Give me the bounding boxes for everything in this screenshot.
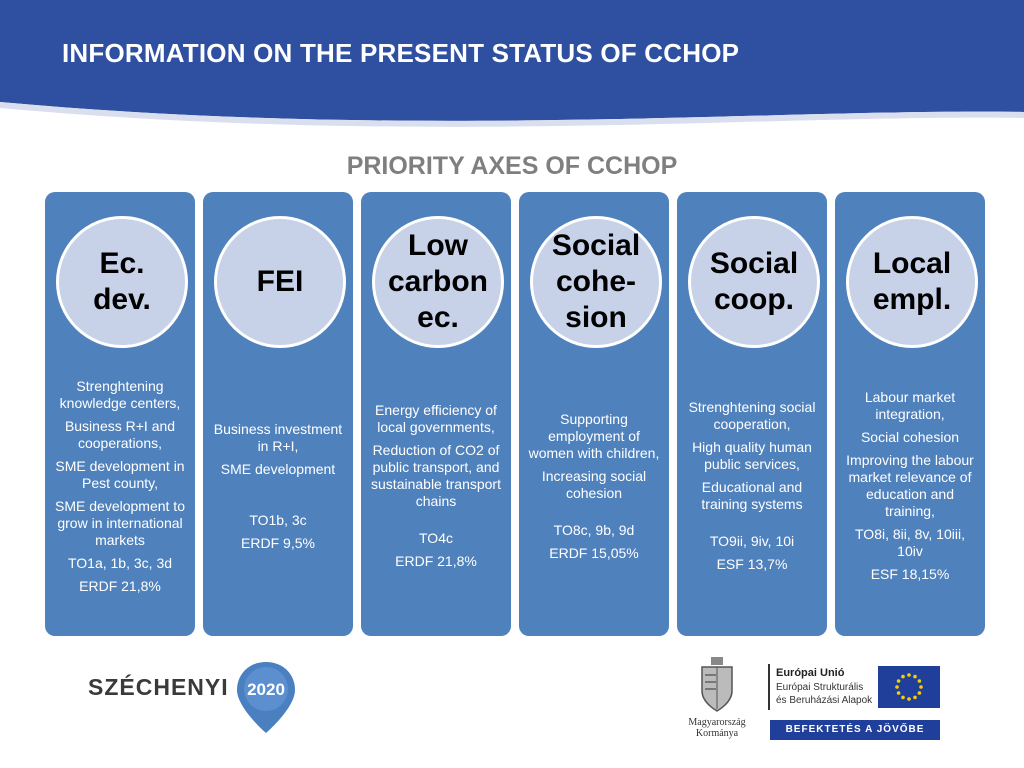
axis-line: Educational and training systems — [701, 479, 803, 512]
axis-line: Increasing social cohesion — [541, 467, 647, 501]
map-pin-icon: 2020 — [237, 662, 295, 733]
axis-to-codes: TO8c, 9b, 9d — [553, 521, 635, 538]
axis-body: Supporting employment of women with chil… — [527, 352, 661, 626]
axis-card-social-cohesion: Social cohe- sion Supporting employment … — [519, 192, 669, 636]
axis-body: Strenghtening knowledge centers, Busines… — [53, 352, 187, 626]
axis-card-low-carbon: Low carbon ec. Energy efficiency of loca… — [361, 192, 511, 636]
axis-circle: Social cohe- sion — [530, 216, 662, 348]
axis-circle: Ec. dev. — [56, 216, 188, 348]
axis-line: SME development — [220, 460, 336, 477]
gov-name-line1: Magyarország — [688, 717, 746, 728]
axis-fund: ERDF 9,5% — [241, 534, 315, 551]
eu-text-box: Európai Unió Európai Strukturális és Ber… — [768, 664, 876, 710]
axis-line: SME development in Pest county, — [55, 457, 185, 491]
axis-fund: ERDF 15,05% — [549, 544, 639, 561]
axis-line: Business investment in R+I, — [213, 420, 343, 454]
government-logo: Magyarország Kormánya — [672, 655, 762, 755]
axis-body: Labour market integration, Social cohesi… — [843, 352, 977, 626]
axis-to-codes: TO1a, 1b, 3c, 3d — [67, 554, 173, 571]
page-title: INFORMATION ON THE PRESENT STATUS OF CCH… — [62, 38, 740, 68]
axis-line: Strenghtening knowledge centers, — [59, 377, 181, 411]
axis-line: Reduction of CO2 of public transport, an… — [371, 442, 501, 509]
eu-line-1: Európai Strukturális — [776, 682, 864, 693]
szechenyi-2020-logo: SZÉCHENYI 2020 — [88, 660, 298, 735]
gov-name-line2: Kormánya — [695, 728, 739, 739]
axis-to-codes: TO9ii, 9iv, 10i — [709, 533, 795, 549]
year-label: 2020 — [247, 680, 285, 699]
axis-body: Strenghtening social cooperation, High q… — [685, 352, 819, 626]
axis-circle: Local empl. — [846, 216, 978, 348]
axis-fund: ESF 13,7% — [716, 556, 788, 572]
eu-banner: BEFEKTETÉS A JÖVŐBE — [770, 720, 940, 740]
axis-line: Social cohesion — [860, 429, 960, 445]
axis-title: Ec. dev. — [93, 247, 151, 316]
axis-title: Social coop. — [709, 247, 799, 316]
axis-title: FEI — [256, 265, 304, 298]
axis-line: Labour market integration, — [864, 389, 956, 422]
axis-circle: FEI — [214, 216, 346, 348]
axis-line: High quality human public services, — [692, 439, 812, 472]
section-subtitle: PRIORITY AXES OF CCHOP — [346, 152, 678, 180]
axis-line: Strenghtening social cooperation, — [688, 399, 816, 432]
szechenyi-wordmark: SZÉCHENYI — [88, 674, 229, 700]
axis-title: Social cohe- sion — [551, 229, 641, 334]
header-wave-shape — [0, 0, 1024, 127]
eu-line-2: és Beruházási Alapok — [776, 695, 873, 706]
axis-line: Business R+I and cooperations, — [64, 417, 176, 451]
axis-line: Supporting employment of women with chil… — [528, 410, 660, 461]
axis-fund: ERDF 21,8% — [395, 553, 477, 569]
axis-card-social-coop: Social coop. Strenghtening social cooper… — [677, 192, 827, 636]
eu-title: Európai Unió — [776, 667, 845, 679]
axis-body: Energy efficiency of local governments, … — [369, 352, 503, 626]
axis-to-codes: TO8i, 8ii, 8v, 10iii, 10iv — [855, 526, 965, 559]
eu-funds-logo: Európai Unió Európai Strukturális és Ber… — [768, 664, 943, 744]
axis-card-ec-dev: Ec. dev. Strenghtening knowledge centers… — [45, 192, 195, 636]
axis-card-local-empl: Local empl. Labour market integration, S… — [835, 192, 985, 636]
eu-flag-icon — [878, 666, 940, 708]
axis-circle: Social coop. — [688, 216, 820, 348]
axis-title: Low carbon ec. — [387, 229, 489, 334]
axis-line: Improving the labour market relevance of… — [846, 452, 974, 519]
axis-fund: ERDF 21,8% — [79, 577, 161, 594]
axis-title: Local empl. — [872, 247, 952, 316]
axis-to-codes: TO1b, 3c — [249, 511, 307, 528]
axis-line: SME development to grow in international… — [55, 497, 185, 548]
axis-line: Energy efficiency of local governments, — [375, 402, 497, 435]
axis-circle: Low carbon ec. — [372, 216, 504, 348]
header-banner: INFORMATION ON THE PRESENT STATUS OF CCH… — [0, 0, 1024, 140]
axis-fund: ESF 18,15% — [870, 566, 950, 582]
axis-card-fei: FEI Business investment in R+I, SME deve… — [203, 192, 353, 636]
crest-icon — [701, 657, 733, 712]
axis-body: Business investment in R+I, SME developm… — [211, 352, 345, 626]
axis-to-codes: TO4c — [419, 530, 453, 546]
